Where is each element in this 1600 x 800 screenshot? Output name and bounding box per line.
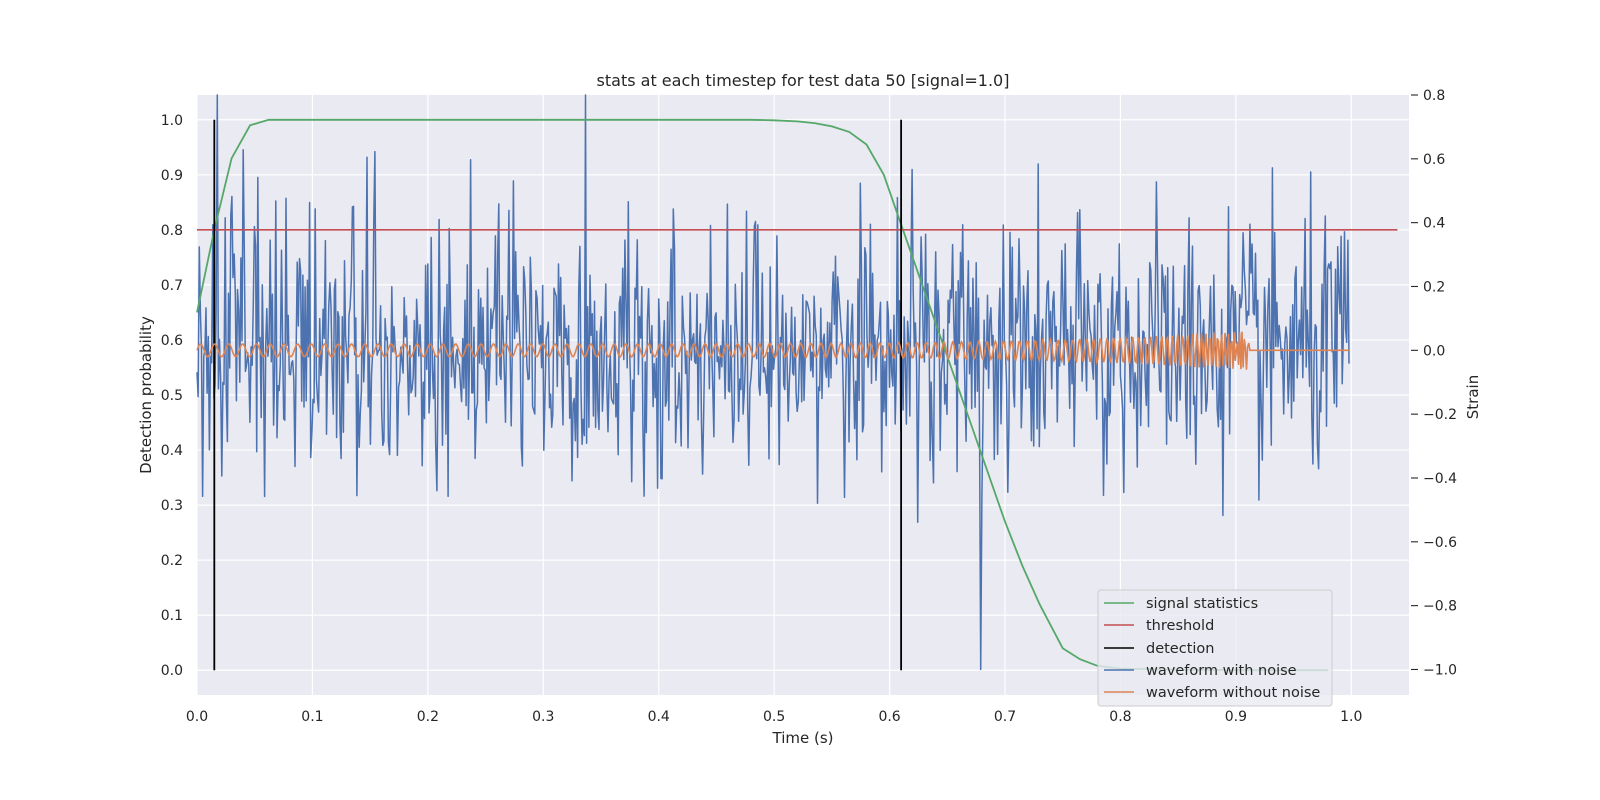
y-tick-label: 0.3 — [161, 498, 183, 514]
y-tick-label: 1.0 — [161, 113, 183, 129]
y2-axis-label: Strain — [1464, 375, 1482, 419]
y-tick-label: 0.6 — [161, 333, 183, 349]
x-tick-label: 0.5 — [763, 709, 785, 725]
x-tick-label: 0.4 — [648, 709, 670, 725]
y-tick-label: 0.7 — [161, 278, 183, 294]
x-tick-label: 0.3 — [532, 709, 554, 725]
x-tick-label: 0.7 — [994, 709, 1016, 725]
series-waveform-with-noise — [196, 94, 1350, 671]
y2-tick-label: 0.0 — [1423, 343, 1445, 359]
y2-tick-label: 0.4 — [1423, 216, 1445, 232]
legend-label-waveform-without-noise: waveform without noise — [1146, 685, 1320, 701]
y2-tick-label: −0.8 — [1423, 599, 1457, 615]
y-tick-label: 0.8 — [161, 223, 183, 239]
series-layer — [196, 94, 1398, 672]
x-tick-label: 0.6 — [878, 709, 900, 725]
y2-tick-label: −0.4 — [1423, 471, 1457, 487]
y2-tick-label: −1.0 — [1423, 662, 1457, 678]
legend-label-detection: detection — [1146, 641, 1214, 657]
legend-label-signal-statistics: signal statistics — [1146, 596, 1258, 612]
series-waveform-without-noise — [196, 331, 1349, 370]
y2-tick-label: −0.6 — [1423, 535, 1457, 551]
legend-box — [1097, 589, 1333, 707]
y-axis-label: Detection probability — [137, 316, 155, 474]
x-axis-label: Time (s) — [772, 729, 834, 747]
y-tick-label: 0.5 — [161, 388, 183, 404]
x-tick-label: 0.8 — [1109, 709, 1131, 725]
y-tick-label: 0.4 — [161, 443, 183, 459]
x-tick-label: 0.0 — [186, 709, 208, 725]
series-signal-statistics — [196, 118, 1329, 672]
y2-tick-label: 0.6 — [1423, 152, 1445, 168]
y-tick-label: 0.1 — [161, 608, 183, 624]
y-tick-label: 0.0 — [161, 663, 183, 679]
y-tick-label: 0.2 — [161, 553, 183, 569]
x-tick-label: 0.9 — [1225, 709, 1247, 725]
y2-tick-label: 0.2 — [1423, 279, 1445, 295]
y2-tick-label: −0.2 — [1423, 407, 1457, 423]
axes-layer: 0.0 0.1 0.2 0.3 0.4 0.5 0.6 0.7 0.8 0.9 1.0 0.0 0.1 0… — [161, 88, 1457, 725]
y2-tick-label: 0.8 — [1423, 88, 1445, 104]
chart-title: stats at each timestep for test data 50 … — [597, 71, 1010, 90]
legend-label-threshold: threshold — [1146, 618, 1214, 634]
x-tick-label: 0.2 — [417, 709, 439, 725]
x-tick-label: 0.1 — [301, 709, 323, 725]
legend-label-waveform-with-noise: waveform with noise — [1146, 663, 1297, 679]
y-tick-label: 0.9 — [161, 168, 183, 184]
x-tick-label: 1.0 — [1340, 709, 1362, 725]
legend: signal statistics threshold detection wa… — [1097, 589, 1333, 707]
